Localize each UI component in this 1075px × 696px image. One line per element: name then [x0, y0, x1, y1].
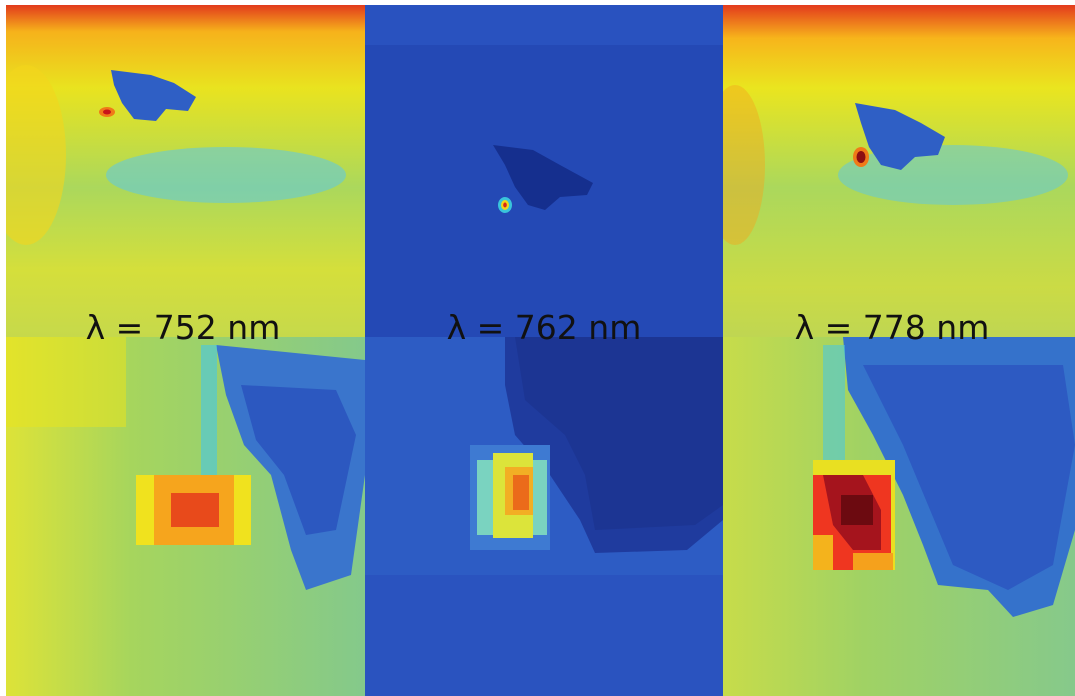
wavelength-label: λ = 778 nm — [794, 308, 990, 347]
wavelength-label: λ = 762 nm — [446, 308, 642, 347]
spectral-image-panel-778: λ = 778 nm — [723, 5, 1075, 696]
spectral-image-panel-752: λ = 752 nm — [6, 5, 365, 696]
spectral-image-752 — [6, 5, 365, 696]
spectral-image-panel-762: λ = 762 nm — [365, 5, 723, 696]
spectral-image-762 — [365, 5, 723, 696]
wavelength-label: λ = 752 nm — [85, 308, 281, 347]
spectral-image-778 — [723, 5, 1075, 696]
